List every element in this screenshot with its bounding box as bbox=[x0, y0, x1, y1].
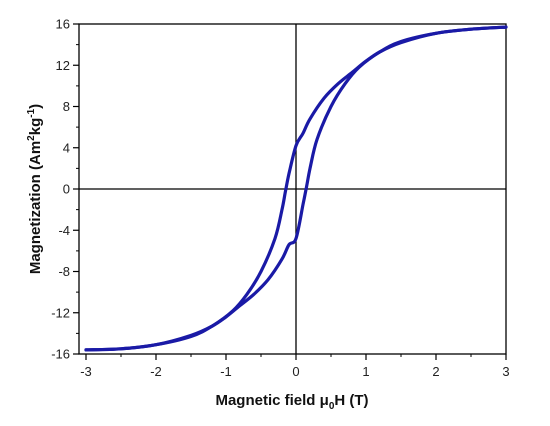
y-tick-label: -16 bbox=[51, 347, 70, 362]
y-tick-label: 12 bbox=[56, 58, 70, 73]
x-tick-label: 2 bbox=[432, 364, 439, 379]
y-tick-label: -4 bbox=[58, 223, 70, 238]
x-tick-label: -2 bbox=[150, 364, 162, 379]
magnetization-branch-2 bbox=[84, 25, 508, 352]
y-axis-title: Magnetization (Am2kg-1) bbox=[26, 104, 44, 274]
x-axis-title: Magnetic field μ0H (T) bbox=[215, 392, 368, 412]
y-tick-label: 4 bbox=[63, 140, 70, 155]
y-tick-label: -8 bbox=[58, 264, 70, 279]
y-tick-label: 16 bbox=[56, 17, 70, 32]
x-tick-label: 1 bbox=[362, 364, 369, 379]
x-tick-label: -1 bbox=[220, 364, 232, 379]
x-tick-label: -3 bbox=[80, 364, 92, 379]
x-tick-label: 0 bbox=[292, 364, 299, 379]
y-tick-label: -12 bbox=[51, 305, 70, 320]
y-tick-label: 8 bbox=[63, 99, 70, 114]
y-tick-label: 0 bbox=[63, 182, 70, 197]
x-tick-label: 3 bbox=[502, 364, 509, 379]
